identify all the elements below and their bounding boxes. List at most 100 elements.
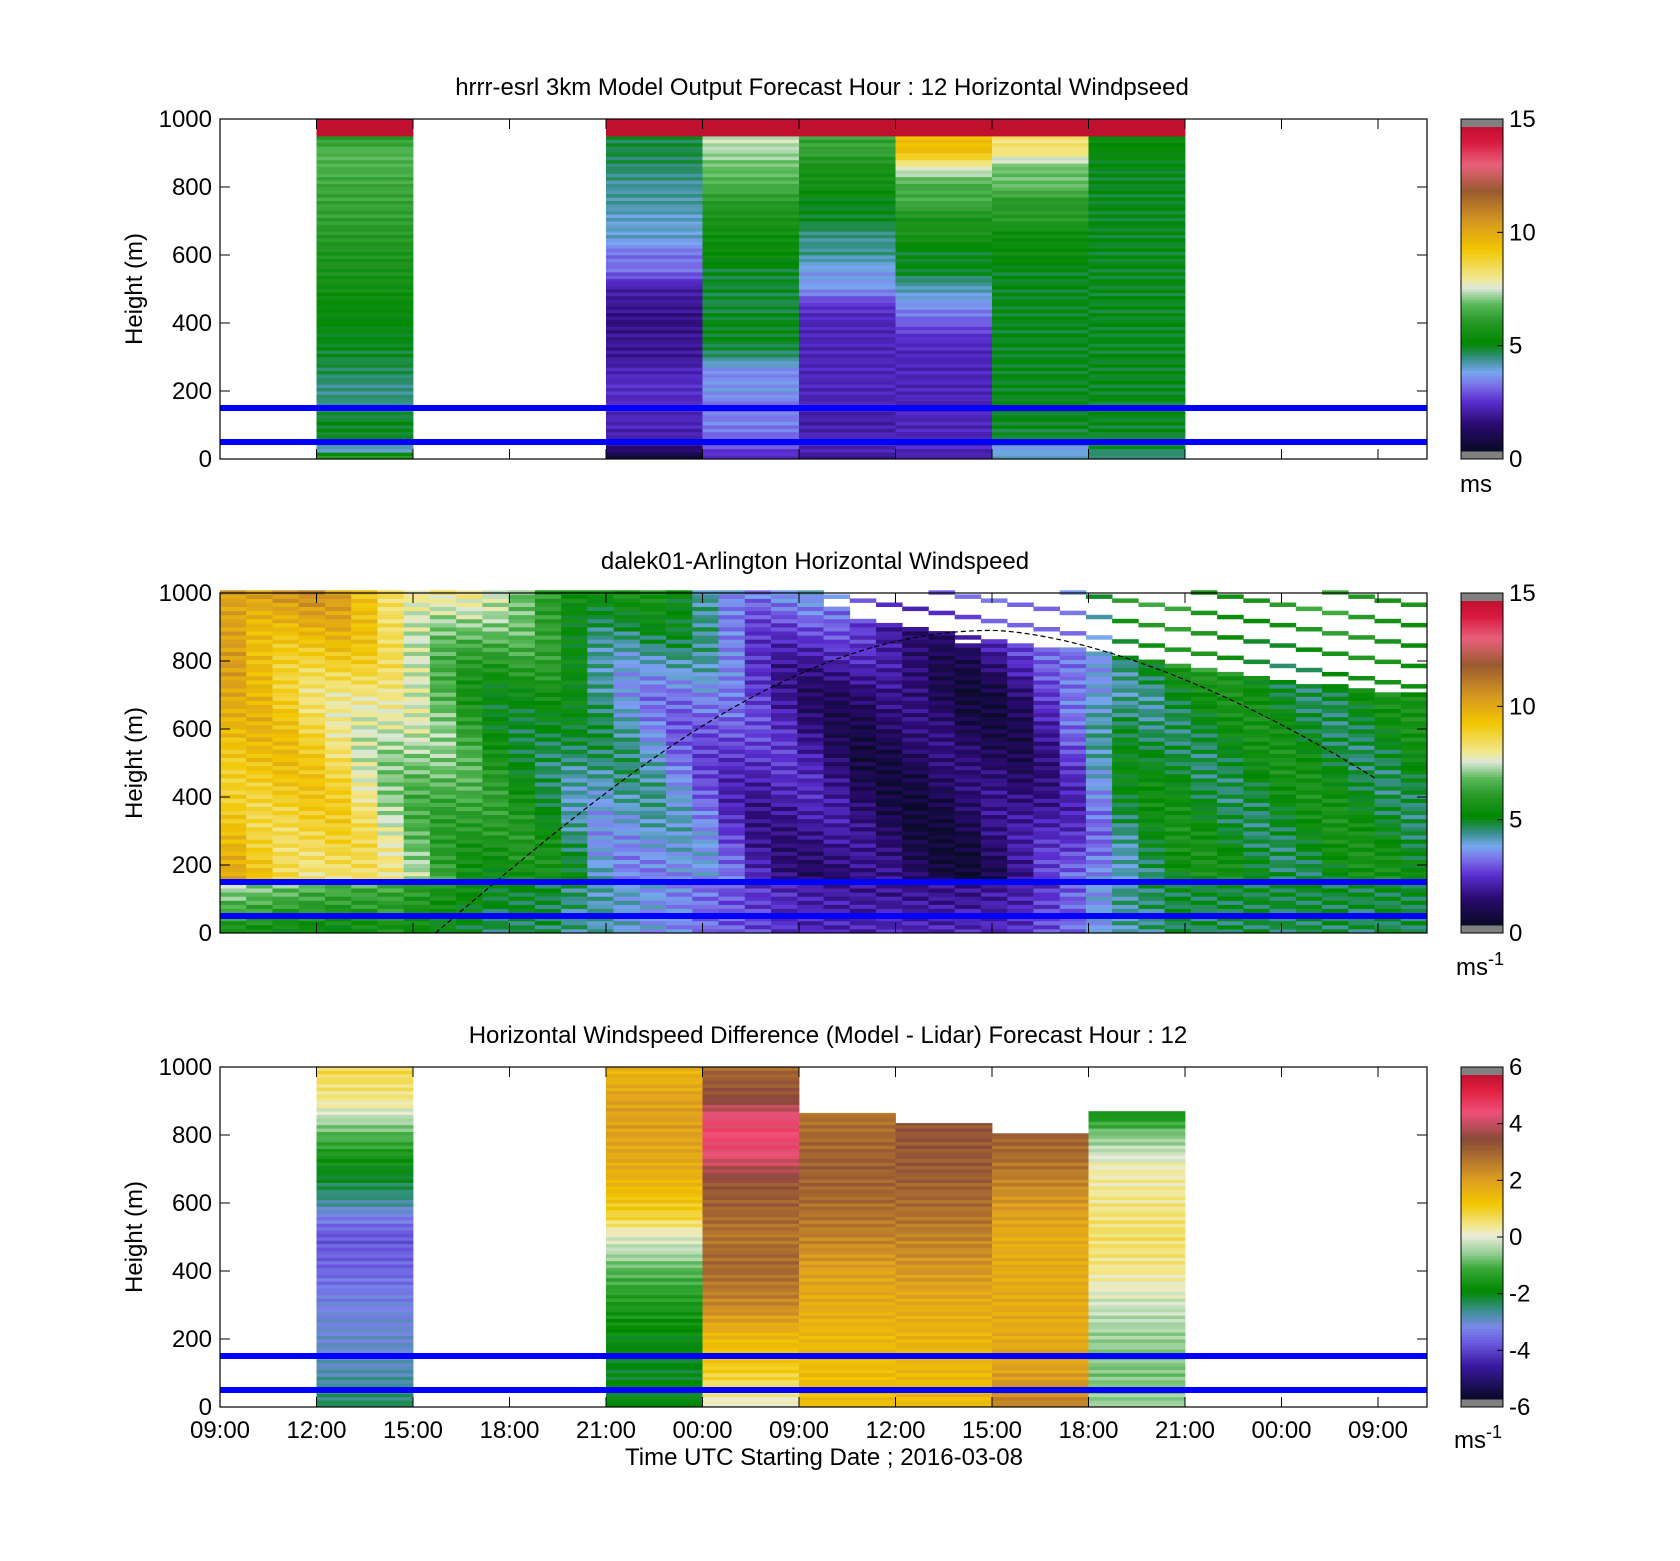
- heatmap-cell: [429, 798, 457, 803]
- heatmap-cell: [876, 798, 903, 803]
- heatmap-cell: [928, 798, 956, 803]
- heatmap-cell: [482, 782, 509, 787]
- heatmap-cell: [1243, 720, 1270, 726]
- heatmap-cell: [1085, 896, 1113, 901]
- heatmap-cell: [692, 688, 719, 693]
- colorbar-swatch: [1461, 881, 1503, 885]
- heatmap-cell: [316, 1131, 414, 1136]
- heatmap-cell: [702, 431, 800, 436]
- heatmap-cell: [992, 193, 1089, 198]
- heatmap-cell: [1243, 831, 1270, 836]
- heatmap-cell: [316, 431, 414, 436]
- heatmap-cell: [351, 708, 378, 714]
- heatmap-cell: [613, 606, 641, 612]
- heatmap-cell: [316, 1220, 414, 1224]
- heatmap-cell: [702, 180, 800, 184]
- heatmap-cell: [456, 859, 483, 865]
- heatmap-cell: [298, 720, 326, 726]
- heatmap-cell: [895, 193, 993, 198]
- heatmap-cell: [799, 346, 896, 351]
- heatmap-cell: [316, 173, 414, 178]
- heatmap-cell: [702, 367, 800, 371]
- heatmap-cell: [702, 190, 800, 195]
- heatmap-cell: [482, 757, 509, 763]
- heatmap-cell: [823, 888, 851, 893]
- heatmap-cell: [298, 618, 326, 624]
- heatmap-cell: [1059, 745, 1087, 750]
- heatmap-cell: [606, 1223, 703, 1228]
- heatmap-cell: [606, 1345, 703, 1350]
- heatmap-cell: [246, 704, 273, 709]
- heatmap-cell: [1007, 826, 1034, 832]
- heatmap-cell: [692, 622, 719, 628]
- heatmap-cell: [980, 708, 1008, 714]
- heatmap-cell: [613, 888, 641, 893]
- heatmap-cell: [316, 204, 414, 208]
- heatmap-cell: [403, 831, 431, 836]
- heatmap-cell: [534, 928, 562, 934]
- heatmap-cell: [702, 411, 800, 416]
- heatmap-cell: [1190, 847, 1218, 852]
- heatmap-cell: [666, 843, 693, 848]
- heatmap-cell: [1217, 920, 1244, 926]
- heatmap-cell: [534, 708, 562, 714]
- heatmap-cell: [1085, 712, 1113, 718]
- heatmap-cell: [797, 802, 824, 807]
- colorbar-swatch: [1461, 862, 1503, 867]
- heatmap-cell: [666, 900, 693, 905]
- heatmap-cell: [587, 704, 614, 709]
- heatmap-cell: [1400, 769, 1428, 775]
- heatmap-cell: [639, 839, 667, 844]
- heatmap-cell: [876, 871, 903, 877]
- heatmap-cell: [702, 197, 800, 201]
- heatmap-cell: [606, 244, 703, 249]
- heatmap-cell: [1374, 708, 1402, 714]
- heatmap-cell: [823, 647, 851, 652]
- heatmap-cell: [895, 272, 993, 276]
- heatmap-cell: [1112, 888, 1139, 893]
- heatmap-cell: [702, 306, 800, 310]
- heatmap-cell: [429, 822, 457, 828]
- heatmap-cell: [246, 651, 273, 656]
- heatmap-cell: [702, 142, 800, 147]
- heatmap-cell: [606, 1342, 703, 1347]
- heatmap-cell: [1295, 908, 1323, 913]
- heatmap-cell: [744, 631, 772, 636]
- heatmap-cell: [351, 720, 378, 726]
- heatmap-cell: [561, 794, 588, 799]
- heatmap-cell: [403, 704, 431, 709]
- heatmap-cell: [1138, 835, 1165, 840]
- heatmap-cell: [928, 676, 956, 681]
- heatmap-cell: [429, 614, 457, 620]
- heatmap-cell: [799, 336, 896, 341]
- heatmap-cell: [718, 700, 746, 705]
- heatmap-cell: [849, 855, 877, 860]
- heatmap-cell: [482, 924, 509, 930]
- heatmap-cell: [992, 411, 1089, 416]
- heatmap-cell: [1295, 716, 1323, 722]
- heatmap-cell: [799, 180, 896, 184]
- colorbar-swatch: [1461, 318, 1503, 322]
- heatmap-cell: [403, 928, 431, 934]
- colorbar-swatch: [1461, 736, 1503, 740]
- heatmap-cell: [298, 875, 326, 881]
- heatmap-cell: [954, 643, 982, 648]
- heatmap-cell: [1243, 920, 1270, 926]
- heatmap-cell: [797, 712, 824, 718]
- heatmap-cell: [902, 745, 929, 750]
- heatmap-cell: [1400, 790, 1428, 795]
- heatmap-cell: [702, 1322, 800, 1326]
- heatmap-cell: [456, 610, 483, 616]
- heatmap-cell: [639, 794, 667, 799]
- heatmap-cell: [316, 190, 414, 195]
- heatmap-cell: [692, 676, 719, 681]
- heatmap-cell: [316, 193, 414, 198]
- heatmap-cell: [1138, 908, 1165, 913]
- colorbar-swatch: [1461, 906, 1503, 910]
- heatmap-cell: [246, 920, 273, 926]
- heatmap-cell: [561, 708, 588, 714]
- heatmap-cell: [316, 309, 414, 314]
- heatmap-cell: [456, 749, 483, 754]
- heatmap-cell: [666, 802, 693, 807]
- heatmap-cell: [954, 753, 982, 758]
